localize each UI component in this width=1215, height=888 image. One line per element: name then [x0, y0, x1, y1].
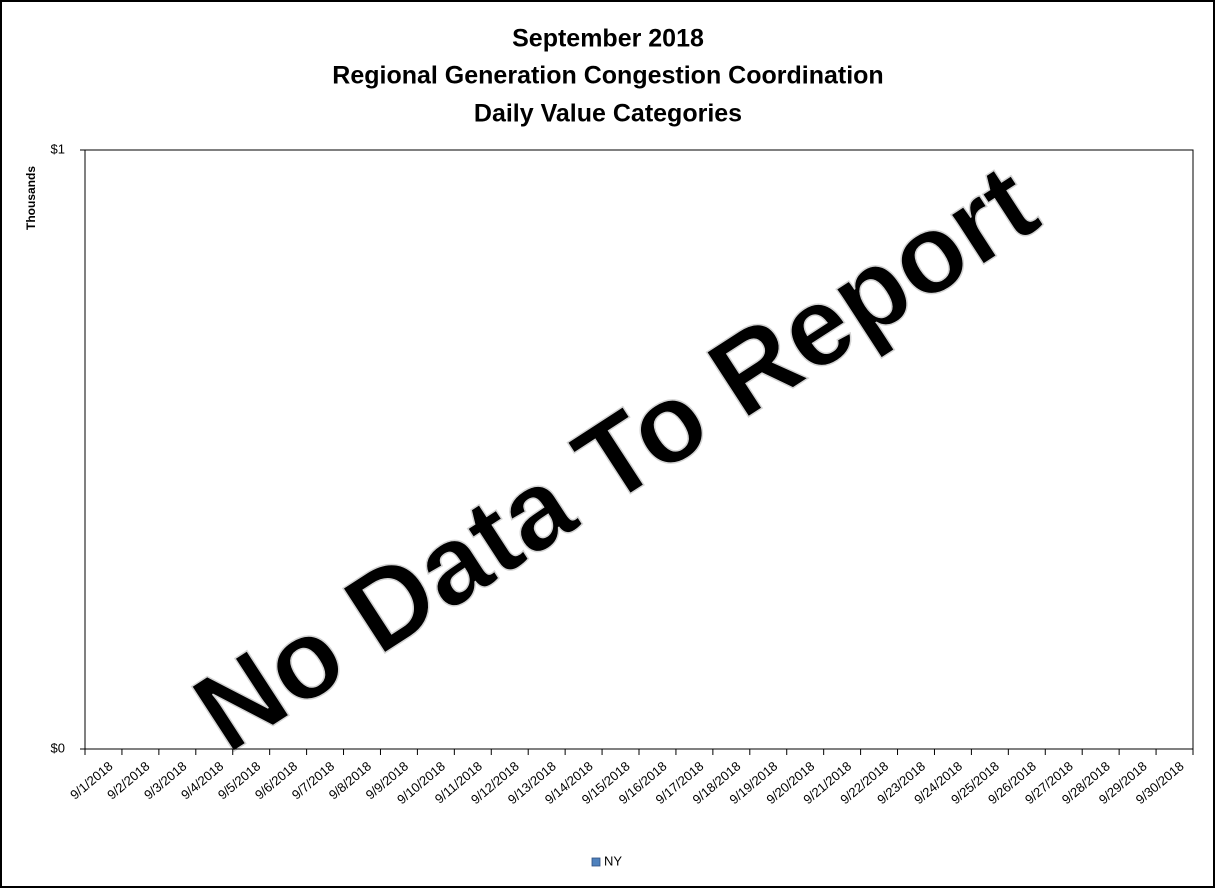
legend-swatch	[591, 857, 601, 867]
chart-title: September 2018	[512, 25, 704, 53]
chart-title: Daily Value Categories	[474, 100, 742, 128]
chart-title: Regional Generation Congestion Coordinat…	[332, 62, 883, 90]
y-tick-label: $1	[51, 141, 65, 156]
y-tick-label: $0	[51, 740, 65, 755]
legend-label: NY	[604, 853, 622, 868]
y-axis-label: Thousands	[24, 166, 38, 230]
